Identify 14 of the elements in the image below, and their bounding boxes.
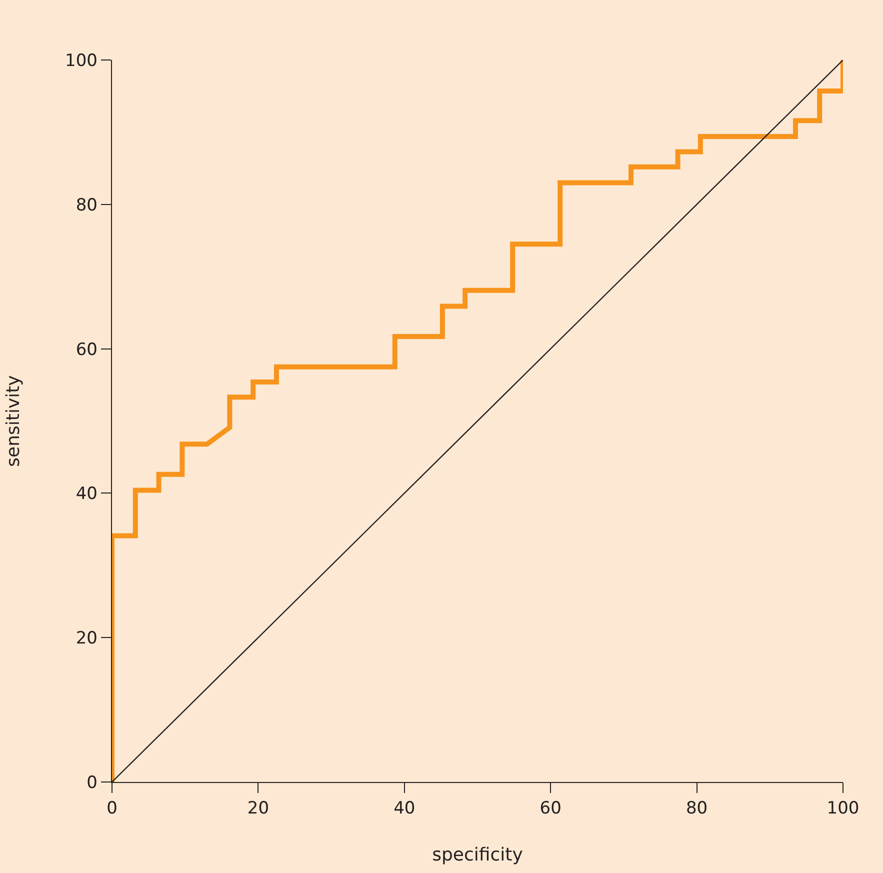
- y-axis-title: sensitivity: [3, 374, 24, 467]
- y-tick-label: 0: [86, 772, 98, 793]
- y-tick-label: 60: [76, 340, 98, 360]
- x-tick-label: 0: [106, 798, 118, 818]
- y-tick-label: 40: [76, 484, 98, 504]
- x-axis-title: specificity: [432, 844, 524, 866]
- x-tick-label: 80: [686, 798, 708, 818]
- x-tick-label: 100: [826, 798, 860, 818]
- y-tick-label: 80: [76, 195, 98, 216]
- x-tick-label: 60: [540, 798, 562, 818]
- y-tick-label: 100: [65, 50, 98, 71]
- x-tick-label: 40: [394, 798, 416, 818]
- y-tick-label: 20: [76, 628, 98, 649]
- x-tick-label: 20: [247, 798, 270, 818]
